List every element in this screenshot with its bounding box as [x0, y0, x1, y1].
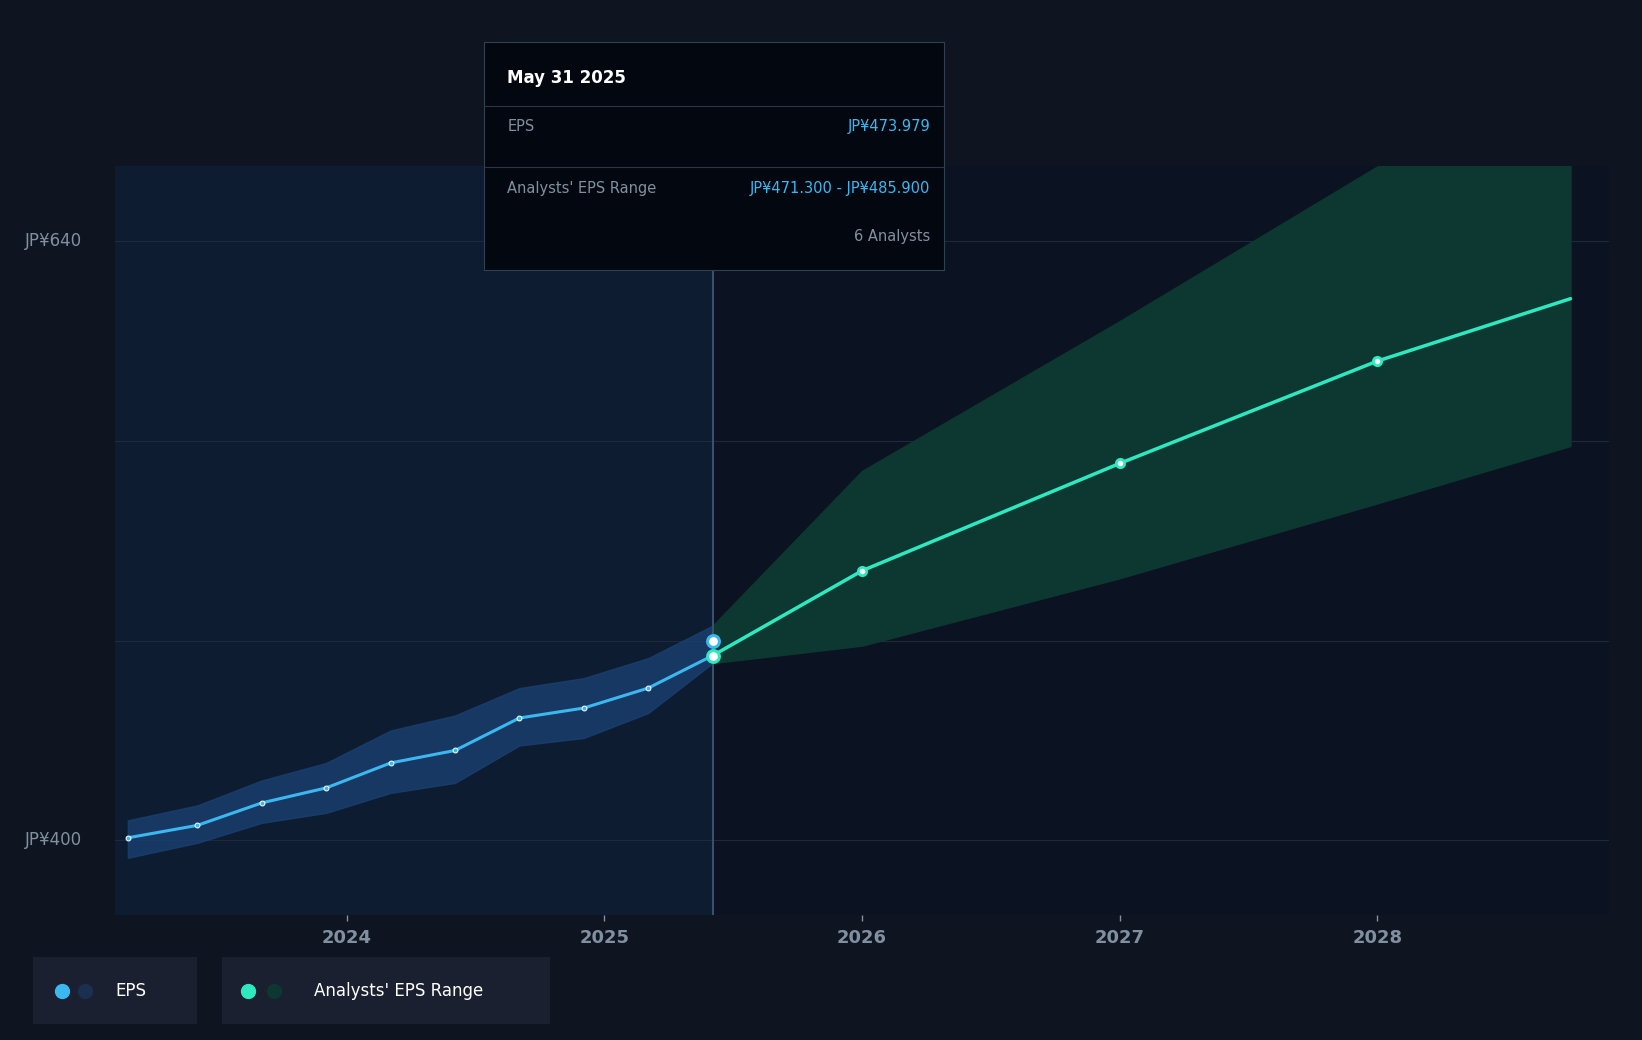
Text: Analysts' EPS Range: Analysts' EPS Range: [314, 982, 483, 999]
Text: 6 Analysts: 6 Analysts: [854, 229, 931, 244]
Text: May 31 2025: May 31 2025: [507, 69, 626, 87]
Text: JP¥640: JP¥640: [25, 232, 82, 251]
Text: EPS: EPS: [507, 120, 535, 134]
Text: EPS: EPS: [115, 982, 146, 999]
Text: JP¥400: JP¥400: [25, 831, 82, 850]
Text: Analysts' EPS Range: Analysts' EPS Range: [507, 181, 657, 197]
Text: Actual: Actual: [644, 204, 703, 222]
Bar: [115, 166, 713, 915]
Text: JP¥471.300 - JP¥485.900: JP¥471.300 - JP¥485.900: [750, 181, 931, 197]
Text: Analysts Forecasts: Analysts Forecasts: [727, 204, 883, 222]
Text: JP¥473.979: JP¥473.979: [847, 120, 931, 134]
